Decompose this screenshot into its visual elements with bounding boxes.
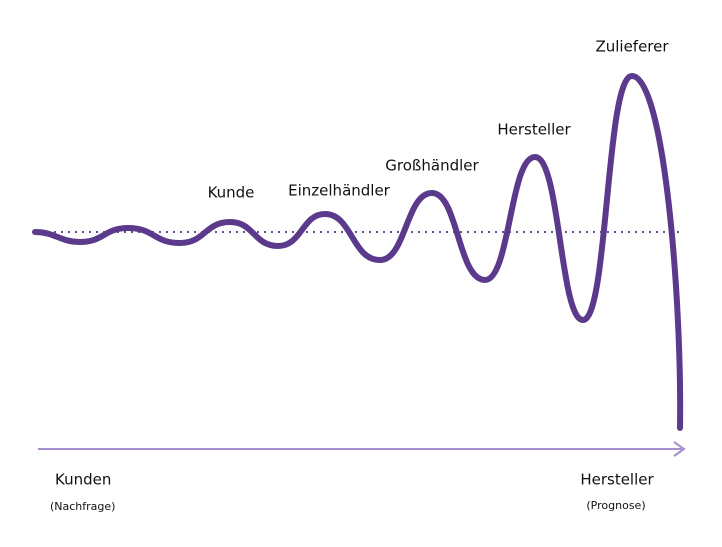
bullwhip-wave <box>32 72 684 431</box>
arrow-head <box>673 441 686 457</box>
stage-label: Kunde <box>208 184 255 202</box>
axis-end-label: Hersteller <box>580 471 654 489</box>
stage-label: Hersteller <box>497 121 571 139</box>
stage-label: Großhändler <box>385 157 479 175</box>
axis-start-label: Kunden <box>55 471 111 489</box>
stage-label: Zulieferer <box>595 38 669 56</box>
axis-end-note: (Prognose) <box>586 499 645 512</box>
axis-start-note: (Nachfrage) <box>50 500 115 513</box>
stage-label: Einzelhändler <box>288 182 391 200</box>
